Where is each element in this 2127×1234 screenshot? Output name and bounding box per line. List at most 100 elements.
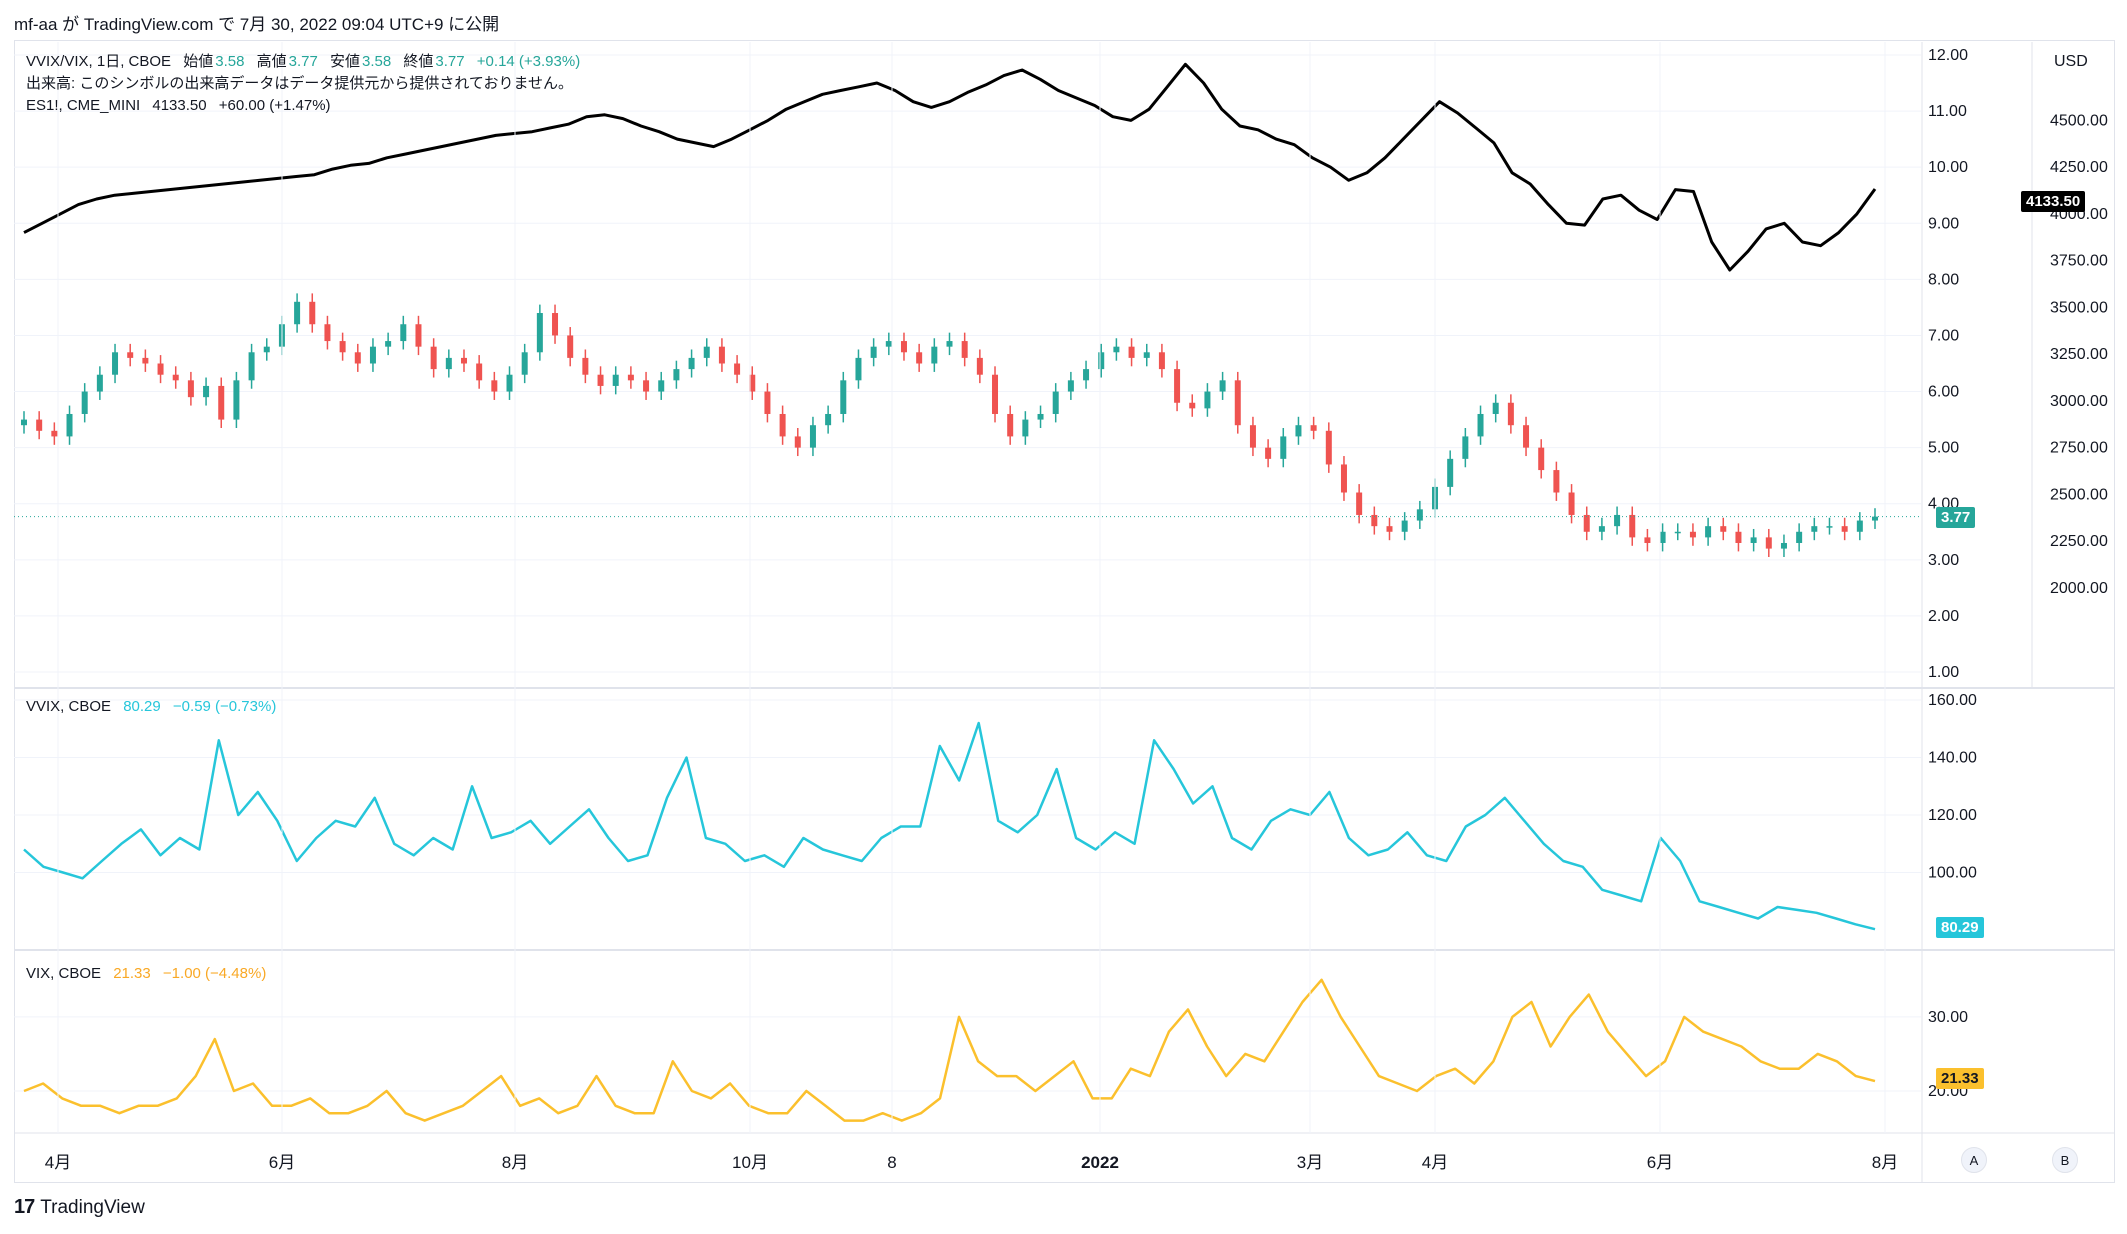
vvix-axis-tick: 140.00 bbox=[1928, 750, 1977, 767]
vvix-axis-tick: 160.00 bbox=[1928, 692, 1977, 709]
candle-body bbox=[961, 341, 968, 358]
candle-body bbox=[369, 346, 376, 364]
ratio-axis-tick: 9.00 bbox=[1928, 215, 1959, 232]
candle-body bbox=[1052, 391, 1059, 414]
candle-body bbox=[51, 430, 58, 437]
candle-body bbox=[1872, 516, 1878, 521]
vvix-axis-tick: 120.00 bbox=[1928, 807, 1977, 824]
candle-body bbox=[1356, 492, 1363, 515]
legend-high-label: 高値 bbox=[256, 53, 287, 70]
candle-body bbox=[1629, 514, 1636, 538]
legend-vvix-symbol[interactable]: VVIX, CBOE bbox=[26, 698, 112, 715]
legend-vix-change: −1.00 (−4.48%) bbox=[162, 965, 267, 982]
ratio-axis-tick: 3.00 bbox=[1928, 552, 1959, 569]
candle-body bbox=[1113, 346, 1120, 353]
price-tag-es: 4133.50 bbox=[2021, 191, 2086, 212]
legend-vix: VIX, CBOE 21.33 −1.00 (−4.48%) bbox=[26, 963, 266, 985]
candle-body bbox=[218, 385, 225, 420]
chart-frame[interactable] bbox=[14, 40, 2115, 1183]
price-tag-vix: 21.33 bbox=[1936, 1068, 1984, 1089]
candle-body bbox=[1780, 542, 1787, 549]
legend-es-value: 4133.50 bbox=[152, 97, 207, 114]
es-axis-tick: 3750.00 bbox=[2050, 253, 2108, 270]
legend-vix-symbol[interactable]: VIX, CBOE bbox=[26, 965, 102, 982]
time-axis-tick: 8月 bbox=[1872, 1153, 1898, 1172]
es-axis-tick: 3000.00 bbox=[2050, 393, 2108, 410]
legend-es-symbol[interactable]: ES1!, CME_MINI bbox=[26, 97, 141, 114]
candle-body bbox=[1856, 520, 1863, 532]
candle-body bbox=[324, 324, 331, 342]
time-axis-tick: 8 bbox=[887, 1153, 896, 1172]
es-axis-tick: 3250.00 bbox=[2050, 346, 2108, 363]
candle-body bbox=[855, 357, 862, 381]
vix-line bbox=[23, 978, 1876, 1122]
candle-body bbox=[1841, 526, 1848, 532]
candle-body bbox=[1174, 369, 1181, 403]
price-tag-vvix: 80.29 bbox=[1936, 917, 1984, 938]
candle-body bbox=[233, 380, 240, 420]
vvix-axis-tick: 100.00 bbox=[1928, 865, 1977, 882]
candle-body bbox=[1689, 531, 1696, 538]
candle-body bbox=[415, 324, 422, 347]
candle-body bbox=[1204, 391, 1211, 409]
legend-vvix: VVIX, CBOE 80.29 −0.59 (−0.73%) bbox=[26, 696, 276, 718]
candle-body bbox=[916, 352, 923, 364]
price-tag-ratio: 3.77 bbox=[1936, 507, 1976, 528]
es-axis-tick: 2750.00 bbox=[2050, 440, 2108, 457]
legend-open-label: 始値 bbox=[183, 53, 214, 70]
candle-body bbox=[157, 363, 164, 375]
candle-body bbox=[445, 357, 452, 370]
candle-body bbox=[749, 374, 756, 392]
candle-body bbox=[643, 380, 650, 392]
candle-body bbox=[1735, 531, 1742, 543]
candle-body bbox=[1022, 419, 1029, 437]
candle-body bbox=[1447, 458, 1454, 487]
candle-body bbox=[1720, 526, 1727, 532]
candle-body bbox=[1796, 531, 1803, 543]
time-axis-tick: 3月 bbox=[1297, 1153, 1323, 1172]
candle-body bbox=[339, 341, 346, 353]
candle-body bbox=[521, 352, 528, 375]
ratio-axis-tick: 8.00 bbox=[1928, 271, 1959, 288]
candle-body bbox=[1007, 413, 1014, 437]
candle-body bbox=[703, 346, 710, 358]
candle-body bbox=[764, 391, 771, 414]
candle-body bbox=[1462, 436, 1469, 459]
legend-es-change: +60.00 (+1.47%) bbox=[218, 97, 331, 114]
candle-body bbox=[1826, 526, 1833, 528]
candle-body bbox=[794, 436, 801, 448]
candle-body bbox=[688, 357, 695, 370]
tradingview-logo[interactable]: 17 TradingView bbox=[14, 1196, 145, 1219]
candle-body bbox=[1158, 352, 1165, 370]
candle-body bbox=[21, 419, 27, 426]
candle-body bbox=[552, 313, 559, 336]
candle-body bbox=[1249, 425, 1256, 448]
candle-body bbox=[1386, 526, 1393, 532]
legend-main-symbol[interactable]: VVIX/VIX, 1日, CBOE bbox=[26, 53, 172, 70]
auto-scale-button[interactable]: A bbox=[1961, 1147, 1987, 1173]
candle-body bbox=[385, 341, 392, 347]
pane-settings-button[interactable]: B bbox=[2052, 1147, 2078, 1173]
candle-body bbox=[1310, 425, 1317, 431]
candle-body bbox=[1811, 526, 1818, 532]
time-axis-tick: 10月 bbox=[732, 1153, 768, 1172]
candle-body bbox=[1325, 430, 1332, 465]
candle-body bbox=[673, 369, 680, 381]
candle-body bbox=[627, 374, 634, 381]
candle-body bbox=[460, 357, 467, 364]
candle-body bbox=[900, 341, 907, 353]
candle-body bbox=[506, 374, 513, 392]
es-axis-tick: 2500.00 bbox=[2050, 486, 2108, 503]
time-axis-tick: 8月 bbox=[502, 1153, 528, 1172]
candle-body bbox=[779, 413, 786, 437]
candle-body bbox=[870, 346, 877, 358]
legend-main: VVIX/VIX, 1日, CBOE 始値 3.58 高値 3.77 安値 3.58 … bbox=[26, 51, 580, 117]
candle-body bbox=[187, 380, 194, 398]
currency-label: USD bbox=[2054, 53, 2088, 70]
legend-vvix-change: −0.59 (−0.73%) bbox=[172, 698, 277, 715]
candle-body bbox=[567, 335, 574, 358]
legend-change: +0.14 (+3.93%) bbox=[476, 53, 581, 70]
candle-body bbox=[1598, 526, 1605, 532]
candle-body bbox=[1265, 447, 1272, 459]
